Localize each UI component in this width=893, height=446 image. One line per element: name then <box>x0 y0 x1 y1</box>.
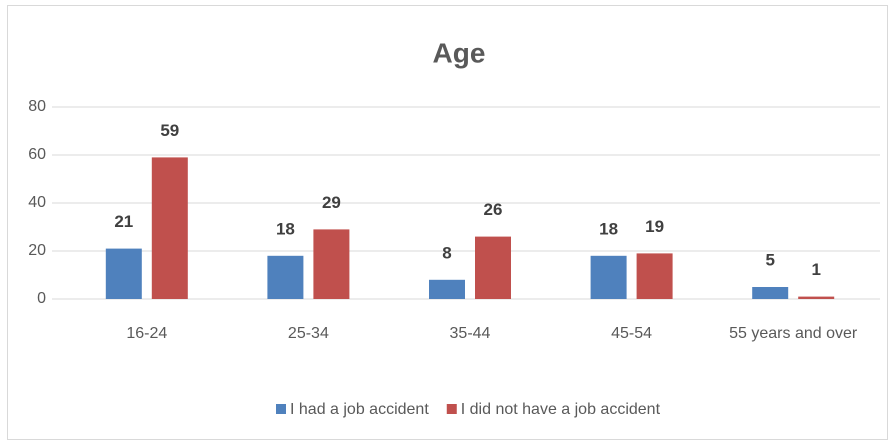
chart-border <box>7 5 888 440</box>
data-label: 29 <box>322 193 341 212</box>
data-label: 1 <box>811 260 820 279</box>
chart-title: Age <box>433 37 486 68</box>
data-label: 8 <box>442 243 451 262</box>
x-tick-label: 16-24 <box>126 325 168 342</box>
x-tick-label: 35-44 <box>449 325 491 342</box>
bar <box>313 229 350 299</box>
bar <box>636 253 673 299</box>
x-tick-label: 55 years and over <box>729 325 858 342</box>
legend-swatch <box>276 404 286 414</box>
y-tick-label: 80 <box>28 98 46 115</box>
data-label: 19 <box>645 217 664 236</box>
y-tick-label: 20 <box>28 242 46 259</box>
x-tick-label: 45-54 <box>611 325 653 342</box>
y-tick-label: 40 <box>28 194 46 211</box>
bar <box>105 248 142 299</box>
bar <box>752 287 789 299</box>
bar <box>475 236 511 299</box>
bar <box>590 255 627 299</box>
bar <box>267 255 304 299</box>
x-tick-label: 25-34 <box>287 325 329 342</box>
y-tick-label: 60 <box>28 146 46 163</box>
data-label: 18 <box>599 219 618 238</box>
legend-label: I had a job accident <box>290 401 429 418</box>
data-label: 18 <box>276 219 295 238</box>
legend-swatch <box>446 404 457 414</box>
data-label: 5 <box>765 250 774 269</box>
bar <box>798 296 835 299</box>
bar <box>151 157 188 299</box>
bar <box>429 279 465 299</box>
y-tick-label: 0 <box>37 290 46 307</box>
data-label: 59 <box>160 121 179 140</box>
data-label: 26 <box>484 200 503 219</box>
data-label: 21 <box>114 212 133 231</box>
legend-label: I did not have a job accident <box>461 401 661 418</box>
